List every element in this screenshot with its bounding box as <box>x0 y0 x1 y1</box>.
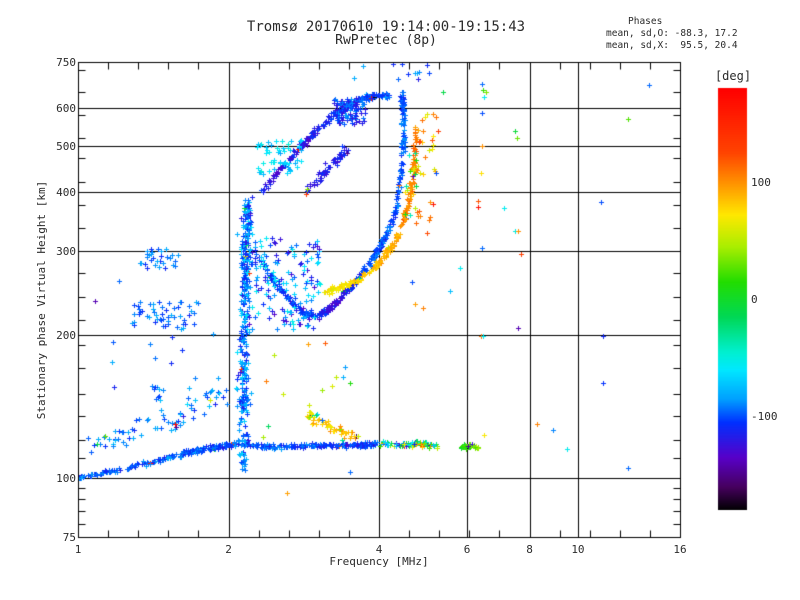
plot-title: Tromsø 20170610 19:14:00-19:15:43 <box>246 19 526 35</box>
phase-stats-o-mode: mean, sd,O: -88.3, 17.2 <box>606 28 738 39</box>
y-tick-label: 75 <box>62 531 76 544</box>
y-tick-label: 300 <box>56 245 76 259</box>
colorbar-tick-label: -100 <box>751 410 778 424</box>
plot-subtitle: RwPretec (8p) <box>335 33 437 48</box>
x-tick-label: 6 <box>463 543 471 556</box>
x-tick-label: 2 <box>225 543 232 556</box>
y-tick-label: 750 <box>56 56 76 69</box>
colorbar-unit-label: [deg] <box>714 69 752 83</box>
y-tick-label: 100 <box>56 471 76 485</box>
y-axis-label: Stationary phase Virtual Height [km] <box>34 180 48 420</box>
x-tick-label: 4 <box>375 543 383 556</box>
x-tick-label: 16 <box>673 543 687 556</box>
phase-stats-header: Phases <box>628 16 663 27</box>
phase-stats-x-mode: mean, sd,X: 95.5, 20.4 <box>606 40 738 51</box>
y-tick-label: 200 <box>56 328 76 342</box>
colorbar-tick-label: 100 <box>751 175 771 189</box>
y-tick-label: 600 <box>56 102 76 116</box>
colorbar-tick-label: 0 <box>751 293 758 306</box>
x-tick-label: 10 <box>571 543 585 556</box>
y-tick-label: 400 <box>56 185 76 199</box>
x-tick-label: 1 <box>74 543 82 556</box>
x-axis-label: Frequency [MHz] <box>329 555 429 568</box>
y-tick-label: 500 <box>56 139 76 153</box>
x-tick-label: 8 <box>526 543 533 556</box>
